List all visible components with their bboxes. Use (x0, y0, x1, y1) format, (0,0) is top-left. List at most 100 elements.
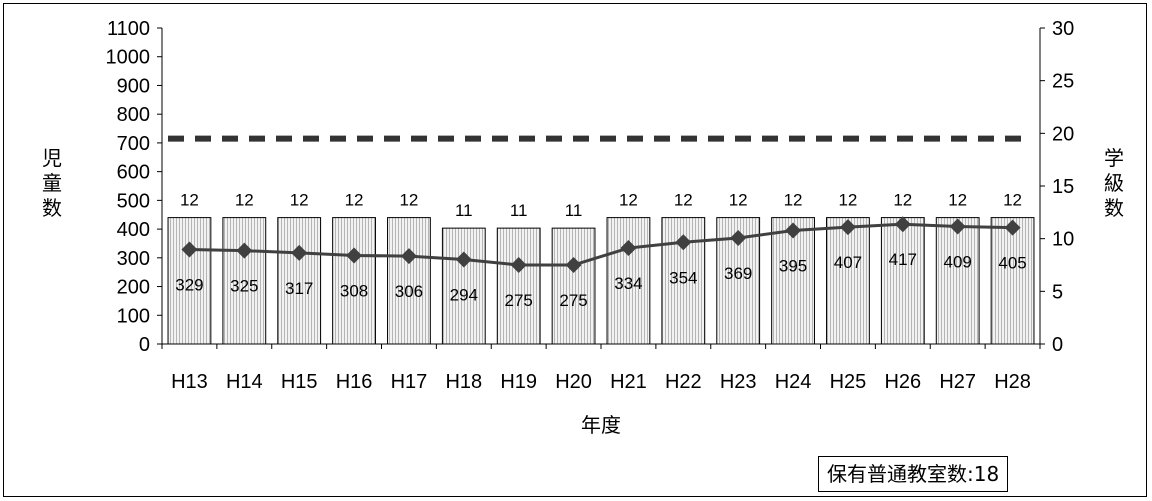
x-tick-label: H13 (171, 371, 208, 393)
y-right-title-char: 学 (1104, 146, 1124, 170)
line-point-marker (236, 242, 253, 259)
line-value-label: 308 (340, 282, 368, 301)
x-tick-label: H25 (830, 371, 867, 393)
left-tick-label: 1000 (106, 47, 151, 69)
line-value-label: 294 (450, 286, 478, 305)
line-point-marker (510, 257, 527, 273)
line-value-label: 275 (559, 291, 587, 310)
line-point-marker (346, 247, 363, 264)
left-tick-label: 600 (117, 162, 150, 184)
line-point-marker (291, 244, 308, 261)
right-tick-label: 5 (1052, 281, 1063, 303)
x-tick-label: H17 (391, 371, 428, 393)
bar-value-label: 11 (565, 201, 583, 220)
y-right-title-char: 級 (1104, 171, 1124, 195)
line-value-label: 334 (614, 274, 642, 293)
labels: 12 12 12 12 12 11 11 11 12 12 12 12 12 12 12 12 329 325 31… (175, 191, 1027, 310)
right-tick-label: 25 (1052, 71, 1074, 93)
y-right-title: 学級数 (1104, 146, 1124, 220)
left-tick-label: 300 (117, 248, 150, 270)
left-tick-label: 900 (117, 75, 150, 97)
line-value-label: 329 (175, 275, 203, 294)
line-point-marker (730, 229, 747, 246)
bar (441, 227, 486, 345)
y-left-title-char: 児 (42, 146, 62, 170)
line-point-marker (181, 241, 198, 258)
x-tick-label: H20 (555, 371, 592, 393)
line-point-marker (785, 222, 802, 239)
bar-value-label: 12 (784, 191, 803, 210)
line-value-label: 407 (834, 253, 862, 272)
x-tick-label: H27 (939, 371, 976, 393)
x-tick-label: H26 (884, 371, 921, 393)
bar-series (167, 217, 1035, 345)
bar (167, 217, 212, 345)
right-tick-label: 15 (1052, 176, 1074, 198)
left-tick-label: 800 (117, 104, 150, 126)
bar-value-label: 12 (235, 191, 254, 210)
y-left-title-char: 童 (42, 171, 62, 195)
bar (771, 217, 815, 345)
line-value-label: 405 (998, 254, 1026, 273)
x-tick-label: H28 (994, 371, 1031, 393)
axes: 0 100 200 300 400 500 600 700 800 900 1000 1100 0 5 10… (42, 18, 1124, 437)
right-tick-label: 20 (1052, 123, 1074, 145)
bar (990, 217, 1035, 345)
y-left-title: 児童数 (42, 146, 62, 220)
bar (332, 217, 376, 345)
left-tick-label: 1100 (107, 18, 150, 40)
left-tick-label: 100 (117, 305, 150, 327)
line-value-label: 354 (669, 268, 697, 287)
x-tick-label: H21 (610, 371, 647, 393)
bar (496, 227, 541, 345)
bar (826, 217, 870, 345)
line-point-marker (1004, 219, 1021, 236)
x-tick-label: H15 (281, 371, 318, 393)
right-tick-label: 30 (1052, 18, 1074, 40)
bar (277, 217, 322, 345)
line-point-marker (620, 240, 637, 257)
bar-value-label: 11 (455, 201, 473, 220)
x-tick-label: H16 (336, 371, 373, 393)
left-tick-label: 400 (117, 219, 150, 241)
y-left-title-char: 数 (42, 196, 62, 220)
line-point-marker (565, 257, 582, 273)
line-value-label: 369 (724, 264, 752, 283)
line-point-marker (949, 218, 966, 235)
bar-value-label: 12 (180, 191, 199, 210)
bar-value-label: 12 (619, 191, 638, 210)
x-tick-label: H24 (775, 371, 812, 393)
bar (880, 217, 925, 345)
line-point-marker (675, 234, 692, 251)
x-axis-title: 年度 (581, 413, 621, 437)
right-tick-label: 10 (1052, 229, 1074, 251)
bar-value-label: 12 (729, 191, 748, 210)
line-value-label: 275 (505, 291, 533, 310)
y-right-title-char: 数 (1104, 196, 1124, 220)
bar-value-label: 12 (948, 191, 967, 210)
x-tick-label: H22 (665, 371, 702, 393)
left-tick-label: 0 (139, 334, 150, 356)
line-value-label: 395 (779, 257, 807, 276)
x-tick-label: H23 (720, 371, 757, 393)
bar (551, 227, 596, 345)
line-point-marker (455, 251, 472, 268)
bar-value-label: 12 (290, 191, 309, 210)
left-tick-label: 200 (117, 277, 150, 299)
line-point-marker (400, 248, 417, 265)
line-value-label: 325 (230, 277, 258, 296)
line-value-label: 306 (395, 282, 423, 301)
bar (606, 217, 651, 345)
x-tick-label: H14 (226, 371, 263, 393)
bar-value-label: 12 (838, 191, 857, 210)
line-series (181, 216, 1021, 273)
line-value-label: 317 (285, 279, 313, 298)
left-tick-label: 700 (117, 133, 150, 155)
bar-value-label: 12 (674, 191, 693, 210)
bar (222, 217, 267, 345)
line-value-label: 409 (944, 253, 972, 272)
line-point-marker (894, 216, 911, 233)
bar-value-label: 12 (1003, 191, 1022, 210)
chart-frame: 0 100 200 300 400 500 600 700 800 900 1000 1100 0 5 10… (3, 3, 1147, 497)
bar-value-label: 12 (345, 191, 364, 210)
